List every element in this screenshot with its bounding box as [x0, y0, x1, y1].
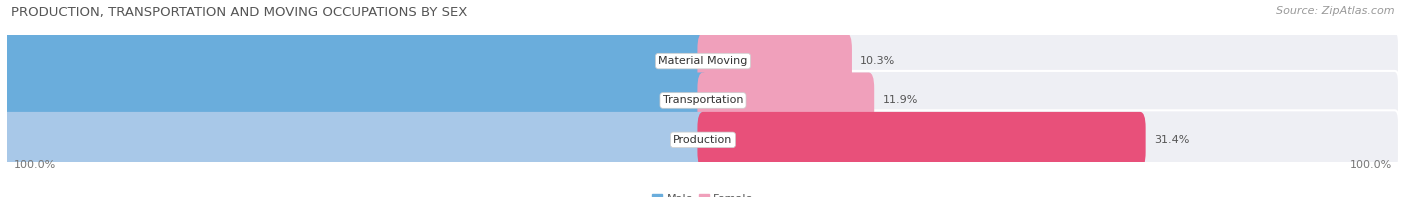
FancyBboxPatch shape [697, 72, 875, 128]
Text: 100.0%: 100.0% [14, 160, 56, 170]
Text: Material Moving: Material Moving [658, 56, 748, 66]
FancyBboxPatch shape [0, 33, 709, 89]
Text: Production: Production [673, 135, 733, 145]
FancyBboxPatch shape [7, 71, 1399, 130]
FancyBboxPatch shape [697, 33, 852, 89]
Text: 10.3%: 10.3% [860, 56, 896, 66]
FancyBboxPatch shape [697, 112, 1146, 168]
Text: PRODUCTION, TRANSPORTATION AND MOVING OCCUPATIONS BY SEX: PRODUCTION, TRANSPORTATION AND MOVING OC… [11, 6, 468, 19]
Text: Transportation: Transportation [662, 96, 744, 105]
Text: 100.0%: 100.0% [1350, 160, 1392, 170]
FancyBboxPatch shape [7, 110, 1399, 169]
Text: 31.4%: 31.4% [1154, 135, 1189, 145]
FancyBboxPatch shape [7, 32, 1399, 91]
FancyBboxPatch shape [0, 112, 709, 168]
Text: 11.9%: 11.9% [883, 96, 918, 105]
Text: Source: ZipAtlas.com: Source: ZipAtlas.com [1277, 6, 1395, 16]
Legend: Male, Female: Male, Female [648, 190, 758, 197]
FancyBboxPatch shape [0, 72, 709, 128]
